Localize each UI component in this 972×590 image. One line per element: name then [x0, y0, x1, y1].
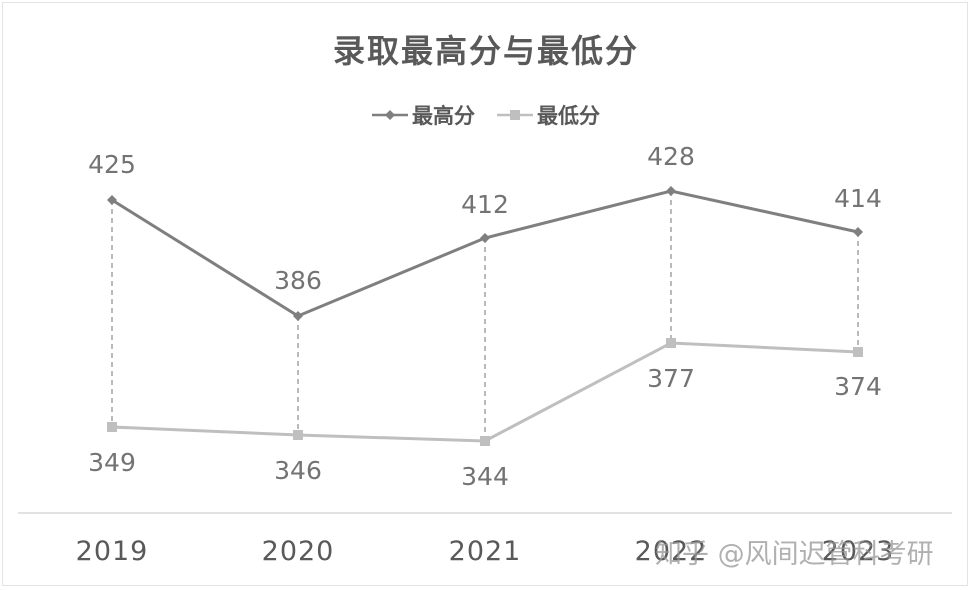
legend-item-high: 最高分 — [372, 100, 475, 130]
data-label-high-2023: 414 — [834, 184, 882, 213]
series-low-markers — [107, 338, 863, 446]
watermark: 知乎 @风间迟管科考研 — [655, 539, 934, 570]
x-label-2022: 2022 — [634, 536, 708, 567]
x-label-2023: 2023 — [821, 536, 895, 567]
diamond-line-icon — [372, 110, 408, 120]
x-label-2021: 2021 — [448, 536, 522, 567]
x-label-2020: 2020 — [261, 536, 335, 567]
x-label-2019: 2019 — [75, 536, 149, 567]
data-label-low-2019: 349 — [88, 448, 136, 477]
data-label-low-2023: 374 — [834, 372, 882, 401]
data-label-low-2022: 377 — [647, 364, 695, 393]
data-label-high-2020: 386 — [274, 266, 322, 295]
data-label-high-2021: 412 — [461, 190, 509, 219]
legend-label-low: 最低分 — [537, 104, 600, 128]
square-line-icon — [497, 110, 533, 120]
data-label-low-2020: 346 — [274, 456, 322, 485]
data-label-high-2022: 428 — [647, 142, 695, 171]
chart-title: 录取最高分与最低分 — [332, 32, 639, 70]
drop-lines — [111, 191, 859, 441]
data-label-low-2021: 344 — [461, 462, 509, 491]
legend-label-high: 最高分 — [412, 104, 475, 128]
series-high-markers — [107, 186, 863, 321]
legend-item-low: 最低分 — [497, 100, 600, 130]
legend: 最高分 最低分 — [0, 100, 972, 130]
data-label-high-2019: 425 — [88, 150, 136, 179]
